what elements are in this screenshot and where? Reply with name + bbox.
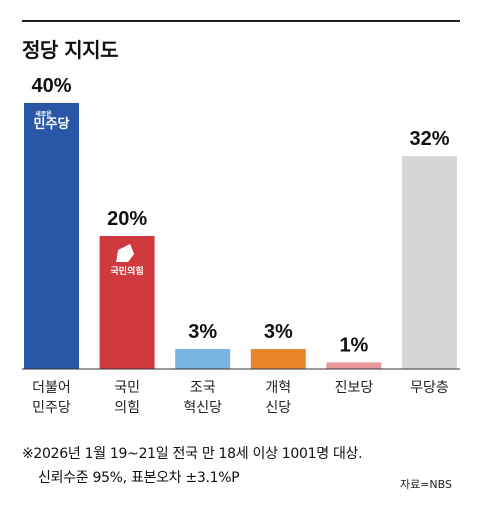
value-label-3: 3%: [264, 321, 293, 343]
survey-note-line1: ※2026년 1월 19~21일 전국 만 18세 이상 1001명 대상.: [22, 446, 363, 462]
chart-title: 정당 지지도: [22, 38, 118, 62]
category-label-1-0: 국민: [114, 380, 140, 396]
value-label-5: 32%: [409, 128, 449, 150]
category-label-0-0: 더불어: [32, 380, 71, 396]
survey-note-line2: 신뢰수준 95%, 표본오차 ±3.1%P: [38, 470, 240, 486]
bar-2: [175, 349, 231, 369]
bar-3: [250, 349, 306, 369]
survey-note: ※2026년 1월 19~21일 전국 만 18세 이상 1001명 대상. 신…: [22, 442, 363, 490]
category-label-1-1: 의힘: [114, 400, 140, 416]
value-label-1: 20%: [107, 208, 147, 230]
category-label-5-0: 무당층: [410, 380, 449, 396]
bar-chart: 40%더불어민주당20%국민의힘3%조국혁신당3%개혁신당1%진보당32%무당층…: [22, 75, 460, 416]
party-logo-ppp: 국민의힘: [111, 265, 144, 277]
category-label-0-1: 민주당: [32, 400, 71, 416]
party-logo-ppp-mark: [116, 244, 135, 262]
category-label-3-1: 신당: [265, 400, 291, 416]
value-label-2: 3%: [188, 321, 217, 343]
category-label-2-0: 조국: [190, 380, 216, 396]
top-rule: [22, 20, 460, 22]
bar-5: [402, 156, 457, 369]
source-credit: 자료=NBS: [399, 478, 452, 491]
category-label-2-1: 혁신당: [183, 400, 222, 416]
category-label-4-0: 진보당: [335, 380, 374, 396]
party-logo-small-text: 새로운: [35, 110, 52, 118]
bar-4: [326, 362, 382, 369]
bar-0: [24, 103, 79, 369]
value-label-0: 40%: [31, 75, 71, 97]
category-label-3-0: 개혁: [265, 380, 291, 396]
party-logo-democratic: 민주당: [34, 116, 70, 132]
value-label-4: 1%: [339, 334, 368, 356]
